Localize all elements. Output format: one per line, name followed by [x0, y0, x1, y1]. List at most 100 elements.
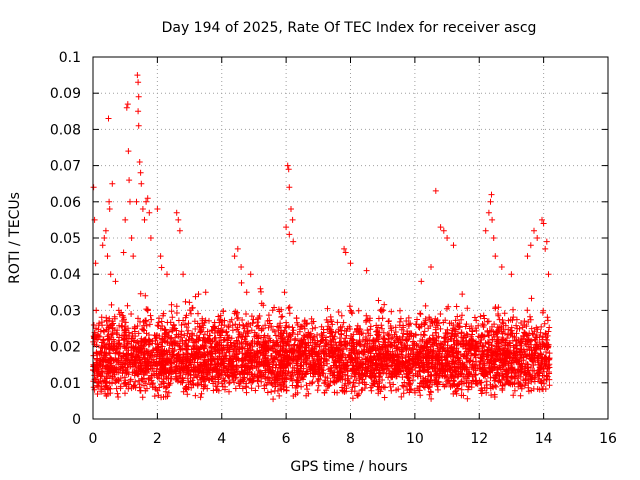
- data-point: [312, 324, 319, 331]
- data-point: [362, 334, 369, 340]
- data-point: [507, 342, 514, 349]
- data-point: [419, 367, 426, 374]
- data-point: [349, 310, 356, 317]
- data-point: [517, 373, 524, 380]
- data-point: [458, 380, 465, 387]
- data-point: [142, 380, 149, 387]
- data-point: [367, 373, 374, 380]
- data-point: [343, 385, 350, 392]
- data-point: [120, 341, 127, 348]
- data-point: [339, 352, 346, 359]
- data-point: [176, 356, 182, 363]
- data-point: [168, 364, 175, 371]
- data-point: [262, 367, 269, 374]
- data-point: [134, 72, 141, 79]
- data-point: [128, 311, 135, 317]
- data-point: [327, 368, 334, 375]
- data-point: [525, 319, 532, 325]
- data-point: [109, 364, 116, 371]
- data-point: [300, 352, 307, 358]
- data-point: [226, 379, 233, 386]
- data-point: [159, 339, 165, 346]
- data-point: [401, 360, 408, 367]
- data-point: [539, 340, 546, 347]
- data-point: [176, 227, 183, 234]
- data-point: [316, 343, 323, 350]
- data-point: [340, 319, 347, 326]
- data-point: [528, 325, 535, 332]
- data-point: [518, 368, 525, 375]
- data-point: [421, 321, 428, 328]
- data-point: [148, 349, 155, 356]
- data-point: [142, 337, 149, 343]
- data-point: [183, 337, 190, 344]
- data-point: [432, 187, 439, 194]
- data-point: [303, 392, 310, 399]
- data-point: [403, 318, 410, 324]
- data-point: [278, 314, 285, 320]
- data-point: [170, 351, 177, 358]
- data-point: [142, 387, 149, 394]
- data-point: [219, 351, 226, 357]
- data-point: [143, 198, 150, 205]
- data-point: [227, 361, 234, 368]
- data-point: [364, 363, 371, 370]
- data-point: [384, 366, 390, 373]
- data-point: [503, 370, 510, 377]
- data-point: [490, 235, 497, 241]
- data-point: [381, 301, 388, 308]
- data-point: [535, 376, 542, 383]
- data-point: [285, 166, 292, 173]
- data-point: [302, 341, 309, 348]
- data-point: [129, 332, 136, 339]
- data-point: [409, 367, 416, 374]
- data-point: [268, 380, 275, 387]
- data-point: [101, 235, 108, 241]
- data-point: [111, 371, 118, 378]
- data-point: [224, 369, 230, 376]
- data-point: [294, 371, 301, 378]
- data-point: [264, 355, 271, 362]
- data-point: [200, 324, 207, 331]
- data-point: [323, 387, 330, 394]
- data-point: [97, 372, 104, 379]
- data-point: [359, 379, 366, 386]
- data-point: [510, 350, 517, 357]
- data-point: [464, 305, 471, 312]
- data-point: [418, 278, 425, 285]
- data-point: [509, 374, 516, 381]
- data-point: [164, 351, 171, 358]
- data-point: [151, 393, 158, 400]
- data-point: [191, 339, 198, 346]
- data-point: [202, 317, 209, 324]
- data-point: [158, 369, 165, 376]
- data-point: [199, 374, 206, 381]
- data-point: [165, 389, 172, 396]
- data-point: [148, 377, 155, 384]
- data-point: [399, 382, 406, 389]
- data-point: [255, 372, 261, 379]
- data-point: [215, 325, 222, 332]
- data-point: [469, 377, 476, 384]
- y-tick-label: 0.06: [50, 195, 81, 211]
- data-point: [265, 347, 272, 354]
- data-point: [173, 370, 180, 377]
- data-point: [304, 368, 311, 375]
- data-point: [361, 385, 368, 392]
- data-point: [238, 339, 245, 346]
- data-point: [301, 340, 308, 347]
- data-point: [318, 323, 325, 330]
- data-point: [433, 371, 439, 378]
- data-point: [322, 336, 329, 343]
- data-point: [140, 351, 147, 358]
- data-point: [103, 314, 110, 321]
- data-point: [377, 362, 384, 369]
- data-point: [128, 235, 135, 241]
- y-tick-label: 0.02: [50, 340, 81, 356]
- data-point: [100, 327, 107, 334]
- data-point: [363, 346, 370, 353]
- data-point: [259, 359, 266, 366]
- data-point: [182, 321, 188, 328]
- data-point: [212, 383, 219, 390]
- data-point: [387, 351, 394, 358]
